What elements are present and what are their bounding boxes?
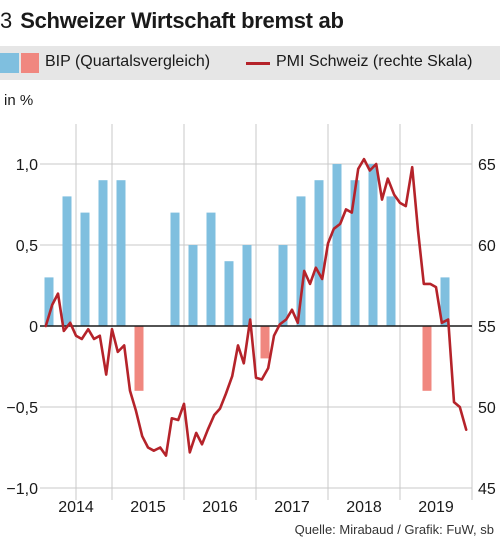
right-tick-label: 65 — [478, 157, 496, 174]
bip-bar — [98, 180, 108, 326]
source-note: Quelle: Mirabaud / Grafik: FuW, sb — [294, 522, 494, 537]
bip-bar — [188, 245, 198, 326]
x-tick-label: 2019 — [418, 499, 454, 516]
bip-bar — [278, 245, 288, 326]
legend-label-bip: BIP (Quartalsvergleich) — [45, 53, 211, 70]
left-tick-label: −0,5 — [6, 400, 38, 417]
x-tick-label: 2017 — [274, 499, 310, 516]
left-axis-unit: in % — [4, 92, 34, 109]
legend: BIP (Quartalsvergleich) PMI Schweiz (rec… — [0, 46, 500, 80]
bip-bar — [332, 164, 342, 326]
right-tick-label: 60 — [478, 238, 496, 255]
bip-bar — [170, 212, 180, 326]
bip-bar — [80, 212, 90, 326]
bip-bar — [422, 326, 432, 391]
bip-bar — [368, 164, 378, 326]
bip-bar — [314, 180, 324, 326]
left-tick-label: 0,5 — [16, 238, 38, 255]
figure-number: 3 — [0, 8, 13, 33]
bip-bar — [224, 261, 234, 326]
x-tick-label: 2014 — [58, 499, 94, 516]
bip-bar — [260, 326, 270, 359]
bip-bar — [440, 277, 450, 326]
bip-bar — [134, 326, 144, 391]
bar-layer — [44, 164, 450, 391]
legend-swatch-pmi-line — [246, 62, 270, 65]
tick-layer: 1,0 0,5 0 −0,5 −1,0 65 60 55 50 45 2014 2015 2016 201… — [6, 157, 495, 516]
bip-bar — [206, 212, 216, 326]
left-tick-label: 0 — [29, 319, 38, 336]
legend-swatch-bip-positive — [0, 53, 19, 73]
legend-label-pmi: PMI Schweiz (rechte Skala) — [276, 53, 473, 70]
line-layer — [44, 157, 468, 457]
x-tick-label: 2015 — [130, 499, 166, 516]
title-row: 3 Schweizer Wirtschaft bremst ab — [0, 8, 344, 38]
legend-swatch-bip-negative — [21, 53, 39, 73]
bip-bar — [386, 196, 396, 326]
right-tick-label: 50 — [478, 400, 496, 417]
chart-title: Schweizer Wirtschaft bremst ab — [20, 8, 344, 33]
x-tick-label: 2016 — [202, 499, 238, 516]
x-tick-label: 2018 — [346, 499, 382, 516]
bip-bar — [44, 277, 54, 326]
right-tick-label: 55 — [478, 319, 496, 336]
bip-bar — [242, 245, 252, 326]
bip-bar — [116, 180, 126, 326]
right-tick-label: 45 — [478, 481, 496, 498]
bip-bar — [350, 180, 360, 326]
bip-bar — [62, 196, 72, 326]
bip-bar — [296, 196, 306, 326]
left-tick-label: 1,0 — [16, 157, 38, 174]
grid-layer — [40, 124, 473, 500]
pmi-line — [44, 157, 468, 457]
left-tick-label: −1,0 — [6, 481, 38, 498]
